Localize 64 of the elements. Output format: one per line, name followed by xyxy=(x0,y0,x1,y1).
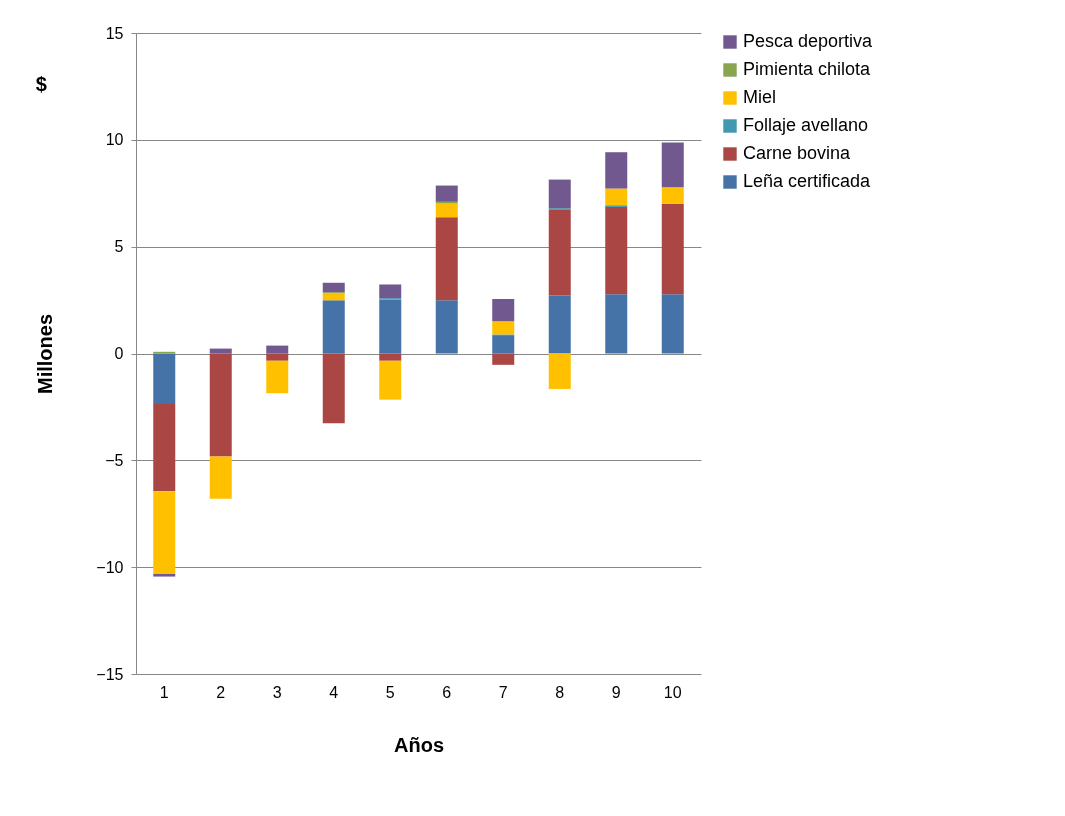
y-tick-label: 15 xyxy=(105,24,124,42)
bar xyxy=(153,403,176,492)
bar xyxy=(435,300,458,354)
bar xyxy=(605,206,628,295)
bar xyxy=(379,284,402,299)
bar xyxy=(266,360,289,394)
y-tick-label: −15 xyxy=(96,665,124,683)
bar xyxy=(435,203,458,218)
x-tick-label: 2 xyxy=(216,683,226,701)
bar xyxy=(322,353,345,424)
bar xyxy=(322,282,345,293)
x-tick-label: 5 xyxy=(385,683,395,701)
bar xyxy=(492,353,515,365)
bar xyxy=(322,300,345,354)
x-tick-label: 1 xyxy=(159,683,169,701)
x-tick-label: 6 xyxy=(442,683,452,701)
bar xyxy=(548,179,571,209)
legend-label: Follaje avellano xyxy=(743,115,869,135)
bar xyxy=(435,217,458,301)
x-tick-label: 10 xyxy=(663,683,682,701)
x-tick-label: 3 xyxy=(272,683,282,701)
bar xyxy=(266,345,289,354)
y-tick-label: 0 xyxy=(114,345,124,362)
bar xyxy=(492,335,515,354)
bar xyxy=(209,348,232,354)
bar xyxy=(379,299,402,354)
x-tick-label: 8 xyxy=(555,683,565,701)
x-axis-title: Años xyxy=(394,733,444,756)
bar xyxy=(153,491,176,574)
x-tick-label: 4 xyxy=(329,683,339,701)
y-tick-label: 5 xyxy=(114,238,124,256)
bar xyxy=(605,152,628,189)
bar xyxy=(435,185,458,202)
legend-label: Leña certificada xyxy=(743,171,872,191)
bar xyxy=(661,187,684,204)
bar xyxy=(492,321,515,335)
bar xyxy=(661,203,684,295)
bar xyxy=(605,188,628,206)
bar xyxy=(153,353,176,404)
legend-label: Pesca deportiva xyxy=(743,31,874,51)
y-axis-title: Millones xyxy=(34,313,57,395)
bar xyxy=(266,353,289,361)
y-tick-label: −10 xyxy=(96,558,124,576)
bar xyxy=(661,294,684,354)
legend-label: Carne bovina xyxy=(743,143,852,163)
y-tick-label: 10 xyxy=(105,131,124,149)
text: $ xyxy=(35,73,47,95)
bar xyxy=(153,574,176,577)
legend-label: Pimienta chilota xyxy=(743,59,872,79)
bar xyxy=(492,299,515,322)
bar xyxy=(209,456,232,499)
x-tick-label: 9 xyxy=(611,683,621,701)
bar xyxy=(548,353,571,389)
bar xyxy=(661,142,684,188)
y-tick-label: −5 xyxy=(105,451,124,469)
bar xyxy=(209,353,232,457)
x-tick-label: 7 xyxy=(498,683,508,701)
bar xyxy=(548,209,571,296)
bar xyxy=(379,353,402,361)
bar xyxy=(605,294,628,354)
bar xyxy=(548,295,571,354)
legend-label: Miel xyxy=(743,87,777,107)
bar xyxy=(322,293,345,301)
bar xyxy=(379,360,402,400)
